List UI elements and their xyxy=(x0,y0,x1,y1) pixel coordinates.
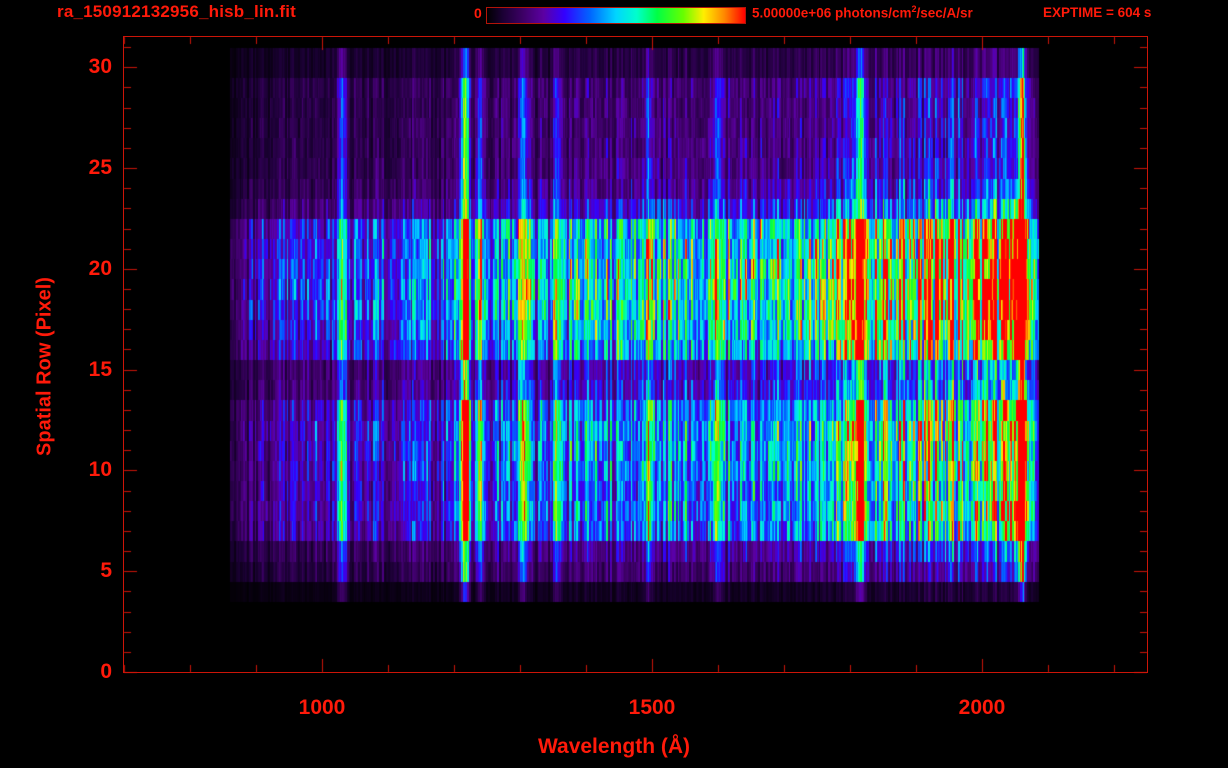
colorbar xyxy=(486,7,746,24)
colorbar-units-suffix: /sec/A/sr xyxy=(916,5,973,21)
x-tick-label: 1000 xyxy=(298,696,346,719)
y-tick-label: 10 xyxy=(88,458,112,482)
y-tick-label: 30 xyxy=(88,55,112,79)
y-tick-label: 0 xyxy=(100,660,112,683)
y-tick-label: 20 xyxy=(88,256,112,280)
exposure-time-label: EXPTIME = 604 s xyxy=(1043,5,1152,20)
colorbar-units-prefix: photons/cm xyxy=(831,5,912,21)
y-tick-label: 25 xyxy=(88,156,112,180)
x-axis-title: Wavelength (Å) xyxy=(537,735,691,758)
colorbar-max-label: 5.00000e+06 photons/cm2/sec/A/sr xyxy=(752,4,973,21)
y-tick-label: 5 xyxy=(100,559,112,583)
page-title: ra_150912132956_hisb_lin.fit xyxy=(57,2,297,21)
x-tick-label: 1500 xyxy=(628,696,676,719)
colorbar-max-value: 5.00000e+06 xyxy=(752,5,832,21)
plot-frame xyxy=(123,36,1148,673)
x-tick-label: 2000 xyxy=(958,696,1006,719)
colorbar-min-label: 0 xyxy=(474,5,482,21)
y-tick-label: 15 xyxy=(88,357,112,381)
